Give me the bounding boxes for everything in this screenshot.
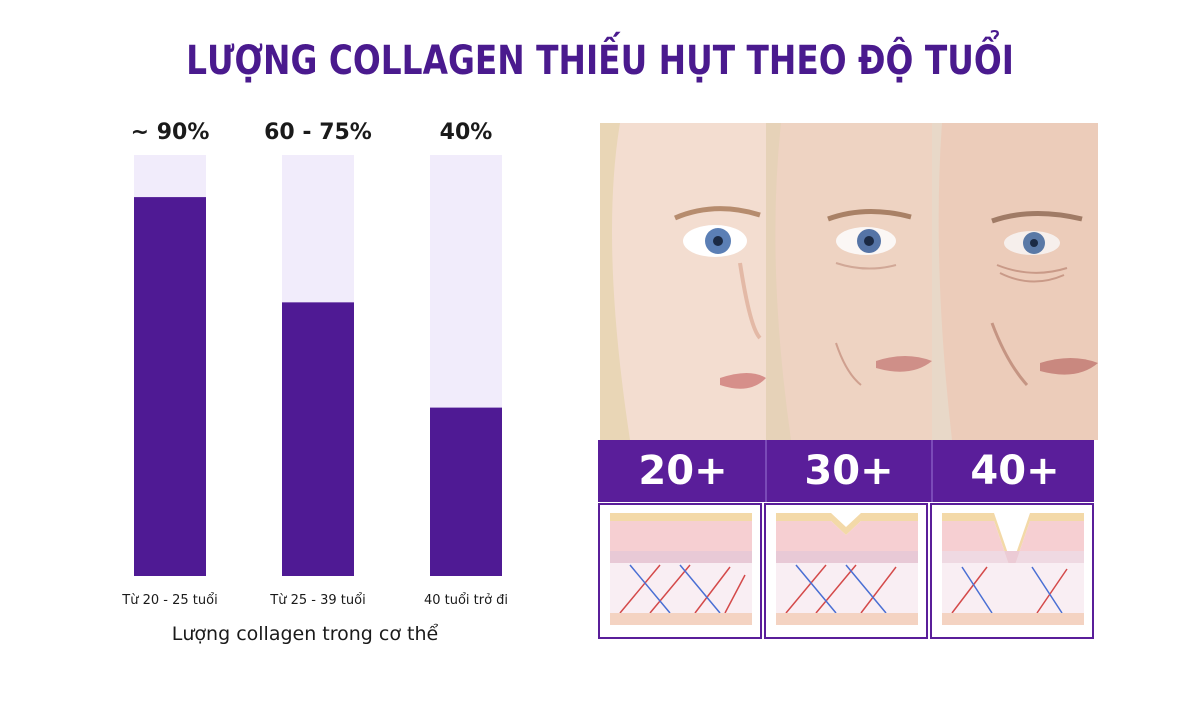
age-divider: [765, 440, 767, 502]
bar: [282, 302, 354, 576]
skin-section-30: [764, 503, 928, 639]
age-band: [598, 440, 1094, 502]
bar-value-label: 40%: [440, 120, 493, 145]
category-label: 40 tuổi trở đi: [424, 593, 508, 608]
age-label-30: 30+: [804, 448, 894, 494]
face-40-photo: [932, 123, 1098, 440]
skin-section-40: [930, 503, 1094, 639]
age-divider: [931, 440, 933, 502]
bar-value-label: 60 - 75%: [264, 120, 372, 145]
page-title: LƯỢNG COLLAGEN THIẾU HỤT THEO ĐỘ TUỔI: [186, 38, 1014, 84]
bar-value-label: ~ 90%: [131, 120, 210, 145]
bar: [134, 197, 206, 576]
x-axis-label: Lượng collagen trong cơ thể: [172, 623, 439, 645]
collagen-bar-chart: ~ 90% Từ 20 - 25 tuổi 60 - 75% Từ 25 - 39 t…: [121, 120, 508, 645]
face-20-photo: [600, 123, 766, 440]
age-label-20: 20+: [638, 448, 728, 494]
age-label-40: 40+: [970, 448, 1060, 494]
face-30-photo: [766, 123, 932, 440]
bar: [430, 407, 502, 576]
skin-section-20: [598, 503, 762, 639]
category-label: Từ 25 - 39 tuổi: [269, 593, 365, 608]
category-label: Từ 20 - 25 tuổi: [121, 593, 217, 608]
